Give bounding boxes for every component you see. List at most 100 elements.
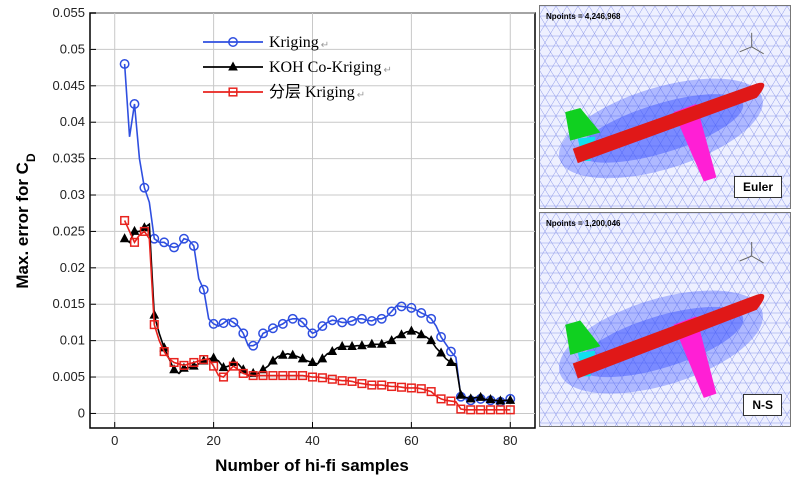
legend-label-koh-co-kriging: KOH Co-Kriging (269, 59, 381, 76)
series-hierarchical-kriging (120, 215, 515, 415)
data-point (337, 376, 347, 386)
data-point (208, 318, 219, 329)
data-point (169, 364, 179, 374)
data-point (178, 233, 189, 244)
data-point (218, 372, 229, 382)
y-tick-label: 0.015 (52, 296, 85, 311)
data-point (307, 356, 318, 366)
data-point (396, 329, 407, 339)
y-tick-label: 0.04 (60, 114, 85, 129)
data-point (317, 321, 328, 332)
data-point (476, 405, 486, 415)
data-point (129, 225, 140, 235)
data-point (505, 394, 516, 404)
data-point (298, 371, 308, 381)
euler-mesh-image (540, 6, 790, 208)
data-point (268, 355, 278, 365)
aircraft-fuselage (572, 82, 765, 164)
data-point (485, 405, 496, 415)
data-point (357, 379, 367, 389)
aircraft-vertical-tail (565, 108, 601, 141)
ns-npoints-label: Npoints = 1,200,046 (546, 219, 621, 228)
data-point (209, 361, 219, 371)
axes-triad-icon (739, 32, 764, 55)
data-point (466, 405, 476, 415)
y-tick-label: 0 (78, 405, 85, 420)
series-kriging (119, 59, 516, 407)
aircraft-fuselage (572, 293, 765, 379)
data-point (505, 405, 515, 415)
euler-npoints-label: Npoints = 4,246,968 (546, 12, 621, 21)
data-point (248, 340, 259, 351)
data-point (307, 328, 318, 339)
data-point (120, 215, 130, 226)
x-tick-label: 20 (206, 433, 220, 448)
data-point (317, 373, 327, 383)
x-axis-ticks: 0 20 40 60 80 (111, 422, 518, 448)
y-tick-label: 0.01 (60, 333, 85, 348)
data-point (258, 364, 268, 374)
y-tick-label: 0.025 (52, 223, 85, 238)
data-point (287, 349, 298, 359)
data-point (258, 328, 269, 339)
euler-tag: Euler (733, 176, 782, 198)
ns-mesh-panel: Npoints = 1,200,046 N-S (539, 212, 791, 427)
data-point (406, 383, 416, 393)
data-point (416, 384, 426, 394)
data-point (456, 389, 466, 399)
y-axis-ticks: 0 0.005 0.01 0.015 0.02 0.025 0.03 0.035 0.04 0.0… (52, 5, 96, 420)
data-point (426, 387, 436, 397)
aircraft-vertical-tail (565, 320, 601, 355)
legend-return-mark: ↵ (321, 40, 329, 51)
data-point (159, 347, 169, 357)
data-point (199, 355, 209, 365)
data-point (485, 394, 496, 404)
data-point (446, 356, 456, 366)
data-point (337, 340, 347, 350)
series-line-koh-co-kriging (124, 222, 511, 402)
data-point (307, 372, 318, 382)
data-point (347, 316, 358, 326)
data-point (396, 301, 407, 312)
axes-triad-icon (739, 242, 764, 264)
data-point (416, 308, 427, 318)
data-point (436, 347, 446, 357)
data-point (218, 318, 229, 329)
euler-mesh-panel: Npoints = 4,246,968 Euler (539, 5, 791, 209)
legend-label-kriging: Kriging (269, 34, 319, 51)
series-koh-co-kriging (119, 222, 516, 405)
data-point (268, 371, 278, 381)
data-point (277, 318, 288, 329)
data-point (129, 237, 140, 247)
y-tick-label: 0.05 (60, 41, 85, 56)
data-point (278, 349, 288, 359)
data-point (129, 99, 140, 109)
data-point (327, 345, 338, 356)
y-tick-label: 0.02 (60, 260, 85, 275)
ns-mesh-image (540, 213, 790, 426)
data-point (386, 306, 397, 317)
data-point (357, 340, 367, 350)
data-point (288, 371, 298, 381)
y-tick-label: 0.03 (60, 187, 85, 202)
data-point (426, 313, 437, 324)
data-point (376, 313, 387, 324)
series-layer (119, 59, 516, 415)
data-point (188, 241, 199, 251)
x-tick-label: 80 (503, 433, 517, 448)
data-point (228, 361, 238, 371)
y-tick-label: 0.035 (52, 151, 85, 166)
data-point (367, 338, 377, 348)
data-point (169, 242, 180, 253)
legend-marker-hierarchical-kriging (228, 87, 238, 97)
data-point (297, 317, 308, 328)
y-axis-title: Max. error for CD (13, 153, 38, 289)
data-point (188, 360, 199, 370)
x-tick-label: 0 (111, 433, 118, 448)
data-point (149, 320, 159, 330)
data-point (238, 368, 248, 378)
data-point (287, 313, 298, 324)
legend-return-mark: ↵ (357, 90, 365, 101)
x-axis-title: Number of hi-fi samples (215, 456, 409, 475)
y-axis-title-main: Max. error for C (13, 162, 32, 289)
